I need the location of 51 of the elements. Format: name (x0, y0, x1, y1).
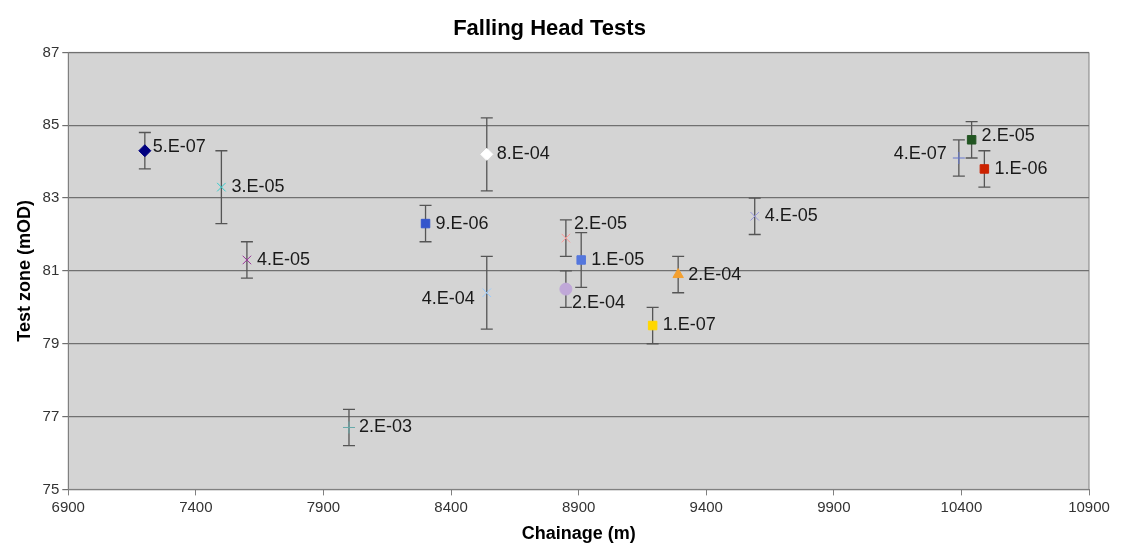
point (216, 182, 227, 192)
point (647, 320, 658, 331)
point (561, 233, 571, 243)
data-label: 5.E-07 (152, 135, 206, 156)
x-tick-label: 7900 (306, 497, 341, 515)
point (576, 255, 586, 265)
x-tick-label: 9900 (817, 497, 851, 515)
y-tick-label: 77 (42, 406, 60, 424)
y-tick-label: 75 (42, 479, 60, 497)
data-label: 8.E-04 (496, 143, 550, 164)
data-label: 4.E-05 (764, 205, 818, 226)
data-label: 4.E-07 (893, 142, 947, 163)
x-tick-label: 7400 (179, 497, 213, 515)
data-label: 2.E-05 (573, 213, 627, 234)
y-tick-label: 87 (42, 42, 60, 60)
point (952, 151, 966, 165)
data-label: 2.E-05 (981, 124, 1035, 145)
data-label: 4.E-04 (421, 287, 475, 308)
data-label: 1.E-07 (662, 314, 716, 335)
x-axis-title: Chainage (m) (521, 523, 636, 544)
point (342, 420, 356, 434)
y-tick-label: 79 (42, 333, 60, 351)
x-tick-label: 10900 (1068, 497, 1110, 515)
point (420, 218, 431, 229)
data-label: 2.E-04 (688, 263, 742, 284)
data-label: 2.E-04 (571, 292, 625, 313)
y-axis-title: Test zone (mOD) (13, 200, 34, 342)
point (242, 255, 252, 265)
y-tick-label: 85 (42, 115, 60, 133)
x-tick-label: 8900 (561, 497, 596, 515)
data-label: 3.E-05 (231, 176, 285, 197)
y-tick-label: 81 (42, 261, 60, 279)
point (672, 268, 684, 279)
y-tick-label: 83 (42, 188, 60, 206)
point (966, 135, 977, 145)
data-label: 1.E-06 (994, 157, 1048, 178)
point (559, 282, 573, 296)
x-tick-label: 10400 (940, 497, 983, 515)
point (749, 211, 760, 222)
x-tick-label: 8400 (434, 497, 468, 515)
point (979, 164, 990, 174)
point (482, 288, 492, 298)
point (138, 144, 152, 158)
data-label: 2.E-03 (358, 416, 413, 437)
x-tick-label: 6900 (51, 497, 85, 515)
point (480, 147, 494, 161)
chart-title: Falling Head Tests (453, 15, 646, 41)
x-tick-label: 9400 (689, 497, 723, 515)
data-label: 9.E-06 (435, 212, 489, 233)
data-label: 1.E-05 (591, 248, 645, 269)
data-label: 4.E-05 (256, 248, 310, 269)
